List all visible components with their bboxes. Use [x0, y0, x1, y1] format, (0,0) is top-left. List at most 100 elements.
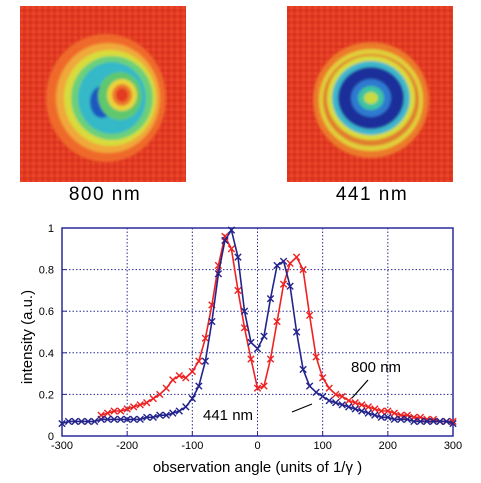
data-point	[240, 307, 249, 315]
x-tick-label: 100	[313, 440, 331, 452]
beam-profile-800nm	[20, 6, 186, 182]
x-tick-label: 200	[379, 440, 397, 452]
data-point	[416, 417, 425, 426]
annotation-800nm: 800 nm	[351, 359, 401, 376]
data-point	[169, 409, 177, 417]
data-point	[299, 265, 307, 274]
data-point	[279, 280, 288, 288]
data-point	[71, 417, 79, 426]
caption-800nm: 800 nm	[68, 184, 142, 205]
data-point	[156, 390, 164, 399]
series-line	[100, 233, 453, 423]
data-point	[397, 415, 405, 424]
data-point	[449, 419, 457, 428]
data-point	[279, 257, 288, 265]
data-point	[116, 407, 125, 415]
data-point	[169, 376, 177, 384]
data-point	[371, 411, 379, 419]
data-point	[410, 417, 418, 426]
data-point	[247, 355, 255, 363]
data-point	[390, 415, 399, 424]
data-point	[305, 311, 314, 320]
data-point	[188, 394, 197, 403]
data-point	[110, 407, 118, 415]
data-point	[195, 357, 203, 365]
data-point	[227, 226, 236, 234]
y-axis-title: intensity (a.u.)	[19, 290, 36, 384]
data-point	[123, 415, 131, 424]
data-point	[260, 382, 268, 390]
data-point	[227, 245, 236, 253]
data-point	[312, 388, 320, 397]
data-point	[110, 415, 118, 424]
data-point	[253, 344, 262, 353]
data-point	[182, 403, 190, 411]
data-point	[234, 286, 242, 295]
data-point	[364, 403, 372, 411]
chart-grid	[62, 228, 453, 436]
x-tick-label: -300	[51, 440, 73, 452]
data-point	[338, 401, 346, 409]
data-point	[234, 253, 242, 261]
data-point	[195, 382, 203, 390]
data-point	[221, 236, 229, 245]
annotation-441nm-leader	[291, 403, 313, 413]
data-point	[423, 417, 431, 426]
y-tick-label: 0.4	[39, 348, 54, 360]
data-point	[247, 338, 255, 347]
data-point	[103, 409, 112, 417]
data-point	[136, 415, 144, 424]
data-point	[90, 417, 99, 426]
x-tick-label: -100	[181, 440, 203, 452]
data-point	[116, 415, 125, 424]
data-point	[338, 392, 346, 401]
data-point	[358, 401, 366, 409]
data-point	[312, 353, 320, 361]
data-point	[260, 332, 268, 340]
x-tick-label: -200	[116, 440, 138, 452]
data-point	[429, 417, 438, 426]
data-point	[345, 396, 353, 405]
data-point	[377, 413, 386, 421]
data-point	[143, 399, 151, 407]
data-point	[58, 419, 66, 428]
data-point	[123, 405, 131, 413]
data-point	[305, 382, 314, 390]
data-point	[436, 417, 444, 426]
data-point	[403, 415, 412, 424]
annotation-800nm-leader	[351, 379, 369, 399]
data-point	[156, 411, 164, 419]
data-point	[325, 384, 333, 392]
x-tick-label: 0	[254, 440, 260, 452]
data-point	[273, 261, 281, 270]
x-tick-label: 300	[444, 440, 462, 452]
data-point	[208, 317, 216, 326]
caption-441nm: 441 nm	[335, 184, 409, 205]
data-point	[364, 409, 372, 417]
data-point	[84, 417, 92, 426]
data-point	[201, 357, 210, 365]
data-point	[318, 392, 327, 401]
data-point	[136, 401, 144, 409]
data-point	[143, 413, 151, 421]
y-tick-label: 0.6	[39, 306, 54, 318]
data-point	[188, 367, 197, 376]
data-point	[182, 374, 190, 382]
data-point	[442, 417, 451, 426]
data-point	[97, 415, 105, 424]
data-point	[103, 415, 112, 424]
data-point	[149, 394, 157, 403]
annotation-441nm: 441 nm	[203, 407, 253, 424]
data-point	[384, 407, 392, 415]
data-point	[325, 396, 333, 405]
x-axis-title: observation angle (units of 1/γ )	[153, 459, 362, 476]
data-point	[358, 407, 366, 415]
data-point	[214, 270, 223, 278]
data-point	[201, 334, 210, 342]
data-point	[77, 417, 86, 426]
y-tick-label: 0	[48, 431, 54, 443]
data-point	[253, 384, 262, 392]
data-point	[292, 253, 301, 261]
data-point	[384, 413, 392, 421]
